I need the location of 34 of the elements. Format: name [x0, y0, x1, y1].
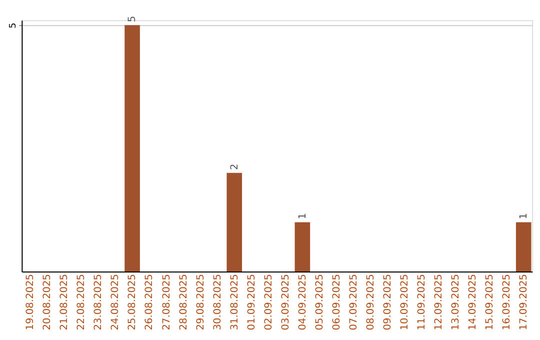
x-tick-label: 01.09.2025 — [246, 274, 258, 330]
x-tick-label: 10.09.2025 — [399, 274, 410, 330]
x-tick-label: 22.08.2025 — [76, 274, 88, 330]
x-tick-label: 30.08.2025 — [212, 274, 224, 330]
x-tick-label: 04.09.2025 — [297, 274, 308, 330]
x-tick-label: 07.09.2025 — [348, 274, 360, 330]
x-tick-label: 29.08.2025 — [195, 274, 206, 330]
x-tick-label: 11.09.2025 — [416, 274, 428, 330]
x-tick-label: 23.08.2025 — [93, 274, 104, 330]
x-tick-label: 24.08.2025 — [110, 274, 122, 330]
x-tick-label: 21.08.2025 — [59, 274, 70, 330]
data-label: 2 — [229, 164, 240, 170]
x-tick-label: 12.09.2025 — [433, 274, 444, 330]
x-tick-label: 17.09.2025 — [518, 274, 530, 330]
x-tick-label: 26.08.2025 — [144, 274, 156, 330]
x-tick-label: 27.08.2025 — [161, 274, 172, 330]
data-label: 5 — [127, 16, 138, 22]
x-tick-label: 31.08.2025 — [229, 274, 240, 330]
x-tick-label: 25.08.2025 — [127, 274, 138, 330]
x-tick-label: 02.09.2025 — [263, 274, 274, 330]
x-tick-label: 13.09.2025 — [450, 274, 462, 330]
x-tick-label: 05.09.2025 — [314, 274, 326, 330]
x-tick-label: 15.09.2025 — [484, 274, 496, 330]
x-tick-label: 20.08.2025 — [42, 274, 54, 330]
x-tick-label: 16.09.2025 — [502, 274, 513, 330]
x-tick-label: 03.09.2025 — [280, 274, 292, 330]
x-tick-label: 19.08.2025 — [25, 274, 36, 330]
x-tick-label: 28.08.2025 — [178, 274, 190, 330]
data-label: 1 — [297, 212, 308, 220]
x-tick-label: 14.09.2025 — [468, 274, 479, 330]
x-tick-label: 08.09.2025 — [365, 274, 376, 330]
x-tick-label: 06.09.2025 — [331, 274, 342, 330]
data-label: 1 — [518, 212, 530, 220]
x-tick-label: 09.09.2025 — [382, 274, 394, 330]
